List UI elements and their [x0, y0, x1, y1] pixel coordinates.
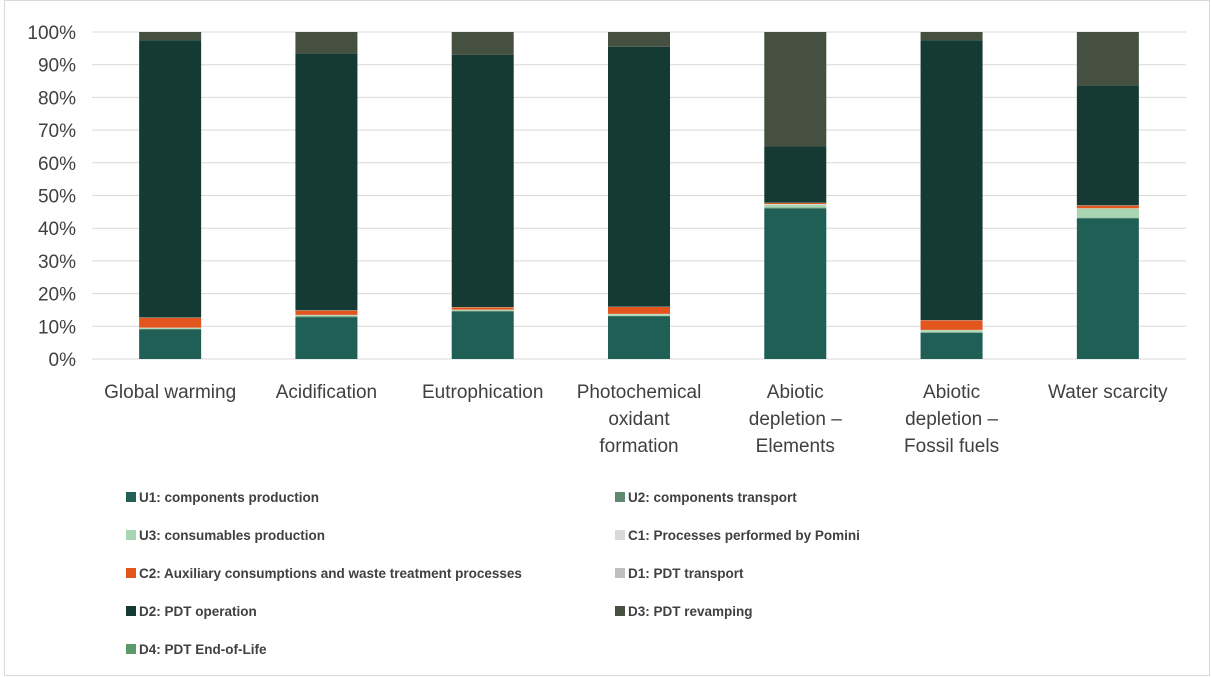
bar-segment [139, 40, 202, 318]
bar-segment [608, 32, 670, 47]
category-label: Photochemical [577, 382, 702, 403]
category-label: Abiotic [767, 382, 824, 403]
legend-label: U3: consumables production [139, 528, 325, 543]
bar-segment [451, 309, 514, 311]
bars [139, 32, 1139, 359]
bar-segment [1076, 85, 1139, 206]
category-label: depletion – [749, 409, 842, 430]
x-axis-categories: Global warming Acidification Eutrophicatio… [104, 382, 1168, 457]
y-axis-ticks: 0% 10% 20% 30% 40% 50% 60% 70% 80% 90% 100% [27, 23, 76, 371]
bar-segment [1076, 218, 1139, 359]
category-label: formation [599, 436, 678, 457]
bar-segment [451, 310, 514, 312]
y-tick-label: 30% [38, 252, 76, 273]
bar-segment [608, 46, 670, 307]
y-tick-label: 70% [38, 121, 76, 142]
category-label: oxidant [608, 409, 670, 430]
category-label: Global warming [104, 382, 236, 403]
bar-segment [764, 204, 827, 208]
legend: U1: components production U2: components … [126, 490, 860, 657]
bar-segment [451, 54, 514, 308]
bar-segment [139, 327, 202, 329]
bar-segment [451, 32, 514, 55]
bar-segment [451, 311, 514, 359]
chart-frame [4, 0, 1210, 676]
bar-segment [451, 307, 514, 310]
bar-segment [295, 32, 358, 54]
legend-label: D4: PDT End-of-Life [139, 642, 267, 657]
bar-segment [295, 316, 358, 318]
legend-label: C1: Processes performed by Pomini [628, 528, 860, 543]
bar-segment [920, 40, 983, 321]
category-label: depletion – [905, 409, 998, 430]
y-tick-label: 0% [49, 350, 77, 371]
y-tick-label: 20% [38, 285, 76, 306]
legend-swatch [126, 530, 136, 540]
y-tick-label: 10% [38, 317, 76, 338]
bar-segment [608, 314, 670, 316]
y-tick-label: 50% [38, 187, 76, 208]
bar-segment [920, 332, 983, 333]
category-label: Water scarcity [1048, 382, 1168, 403]
bar-segment [1076, 217, 1139, 219]
category-label: Acidification [276, 382, 377, 403]
legend-label: U1: components production [139, 490, 319, 505]
bar-segment [1076, 208, 1139, 218]
category-label: Eutrophication [422, 382, 543, 403]
legend-label: D2: PDT operation [139, 604, 257, 619]
bar-segment [295, 310, 358, 315]
bar-segment [139, 329, 202, 359]
y-tick-label: 60% [38, 154, 76, 175]
legend-swatch [615, 606, 625, 616]
bar-segment [1076, 205, 1139, 209]
bar-segment [764, 207, 827, 209]
bar-segment [764, 146, 827, 203]
legend-swatch [126, 644, 136, 654]
bar-segment [764, 32, 827, 147]
bar-segment [1076, 32, 1139, 86]
category-label: Abiotic [923, 382, 980, 403]
bar-segment [920, 320, 983, 330]
legend-swatch [126, 606, 136, 616]
bar-segment [764, 203, 827, 205]
legend-swatch [615, 492, 625, 502]
legend-label: D1: PDT transport [628, 566, 744, 581]
bar-segment [608, 307, 670, 314]
legend-label: D3: PDT revamping [628, 604, 753, 619]
bar-segment [295, 53, 358, 311]
bar-segment [295, 317, 358, 359]
legend-swatch [126, 492, 136, 502]
bar-segment [764, 208, 827, 359]
bar-segment [608, 315, 670, 317]
bar-segment [295, 315, 358, 317]
category-label: Elements [756, 436, 835, 457]
bar-segment [920, 32, 983, 41]
bar-segment [764, 204, 827, 205]
y-tick-label: 90% [38, 56, 76, 77]
bar-segment [139, 328, 202, 330]
bar-segment [920, 330, 983, 333]
y-tick-label: 40% [38, 219, 76, 240]
bar-segment [139, 317, 202, 328]
legend-label: C2: Auxiliary consumptions and waste tre… [139, 566, 522, 581]
y-tick-label: 100% [27, 23, 76, 44]
legend-swatch [126, 568, 136, 578]
category-label: Fossil fuels [904, 436, 999, 457]
bar-segment [920, 332, 983, 359]
bar-segment [608, 316, 670, 359]
legend-label: U2: components transport [628, 490, 797, 505]
legend-swatch [615, 568, 625, 578]
bar-segment [139, 32, 202, 41]
legend-swatch [615, 530, 625, 540]
y-tick-label: 80% [38, 88, 76, 109]
